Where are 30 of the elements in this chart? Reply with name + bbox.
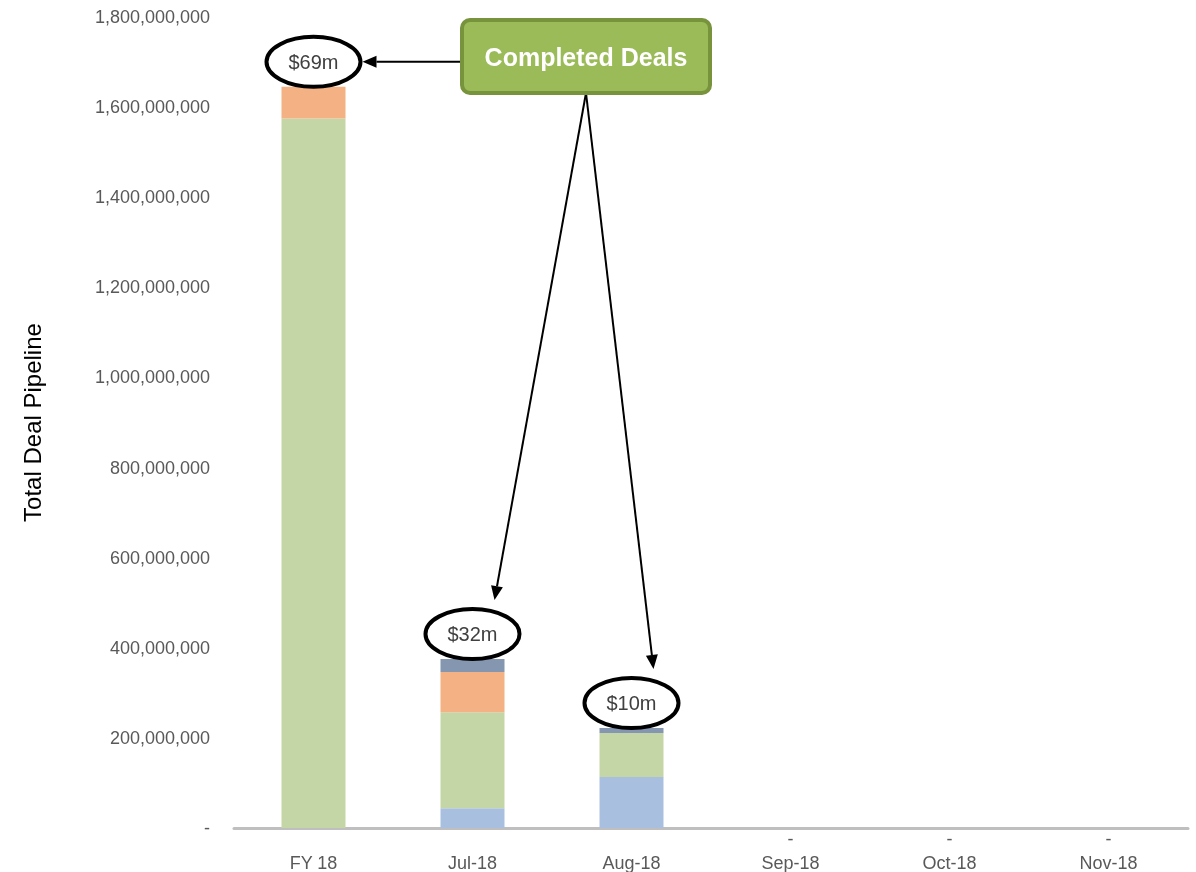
x-tick-label: Aug-18 [602,853,661,872]
y-tick-label: 1,600,000,000 [94,97,210,118]
x-tick-label: Jul-18 [447,853,498,872]
x-tick-label: Oct-18 [922,853,977,872]
annotation: $69m [288,50,339,73]
y-tick-label: 200,000,000 [109,727,210,748]
x-tick-label: Nov-18 [1079,853,1138,872]
bar [440,712,505,809]
annotation: Completed Deals [484,42,688,71]
data-label: - [1105,829,1112,849]
y-tick-label: 1,200,000,000 [94,277,210,298]
y-tick-label: 600,000,000 [109,547,210,568]
x-tick-label: FY 18 [289,853,338,872]
y-axis-title: Total Deal Pipeline [18,323,46,522]
y-tick-label: - [204,818,210,838]
annotation: $10m [606,691,657,714]
data-label: - [946,829,953,849]
y-tick-label: 1,400,000,000 [94,187,210,208]
y-tick-label: 400,000,000 [109,637,210,658]
annotation: $32m [447,623,498,646]
bar [440,659,505,673]
bar [440,672,505,713]
bar [440,808,505,828]
y-tick-label: 1,000,000,000 [94,367,210,388]
y-tick-label: 800,000,000 [109,457,210,478]
bar [281,118,346,828]
data-label: - [787,829,794,849]
bar [599,777,664,828]
y-tick-label: 1,800,000,000 [94,7,210,27]
x-tick-label: Sep-18 [761,853,820,872]
